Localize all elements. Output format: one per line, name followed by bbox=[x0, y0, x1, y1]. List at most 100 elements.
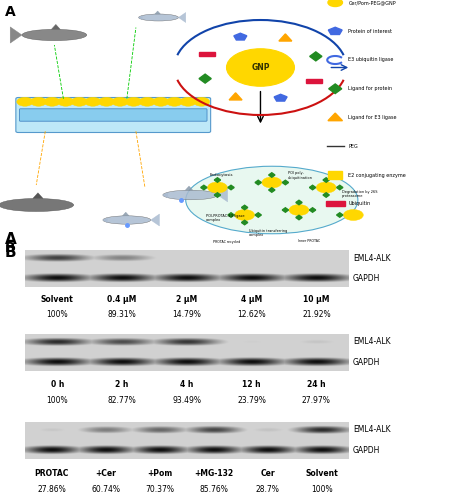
Polygon shape bbox=[328, 27, 342, 34]
Text: PROTAC recycled: PROTAC recycled bbox=[213, 240, 240, 244]
Text: POI poly-
ubiquitination: POI poly- ubiquitination bbox=[288, 171, 313, 180]
Text: 100%: 100% bbox=[47, 396, 68, 405]
Text: EML4-ALK: EML4-ALK bbox=[353, 425, 390, 434]
Text: 2 h: 2 h bbox=[116, 380, 129, 389]
Circle shape bbox=[139, 97, 155, 106]
Polygon shape bbox=[337, 213, 343, 217]
Text: A: A bbox=[5, 232, 16, 248]
Polygon shape bbox=[214, 192, 221, 197]
Circle shape bbox=[71, 97, 87, 106]
Text: E2 conjugating enzyme: E2 conjugating enzyme bbox=[348, 172, 406, 178]
FancyBboxPatch shape bbox=[199, 52, 215, 56]
Polygon shape bbox=[81, 32, 87, 38]
Ellipse shape bbox=[0, 198, 74, 211]
Text: B: B bbox=[5, 240, 15, 254]
Text: GAPDH: GAPDH bbox=[353, 274, 380, 283]
Text: POI-PROTAC-E3 ligase
complex: POI-PROTAC-E3 ligase complex bbox=[206, 214, 245, 222]
Text: EML4-ALK: EML4-ALK bbox=[353, 337, 390, 346]
Text: GAPDH: GAPDH bbox=[353, 358, 380, 367]
Text: Ligand for protein: Ligand for protein bbox=[348, 86, 392, 91]
Circle shape bbox=[166, 97, 183, 106]
Text: +Pom: +Pom bbox=[147, 469, 173, 478]
Text: 85.76%: 85.76% bbox=[199, 486, 228, 494]
Text: 100%: 100% bbox=[311, 486, 333, 494]
Polygon shape bbox=[228, 185, 234, 190]
Text: Cer/Pom-PEG@GNP: Cer/Pom-PEG@GNP bbox=[348, 0, 396, 5]
Circle shape bbox=[98, 97, 115, 106]
Text: 89.31%: 89.31% bbox=[108, 310, 136, 320]
Text: 2 μM: 2 μM bbox=[176, 294, 198, 304]
Text: GAPDH: GAPDH bbox=[353, 446, 380, 455]
Text: Protein of interest: Protein of interest bbox=[348, 28, 392, 34]
Polygon shape bbox=[269, 173, 275, 178]
Polygon shape bbox=[178, 12, 186, 22]
Text: 10 μM: 10 μM bbox=[303, 294, 330, 304]
FancyBboxPatch shape bbox=[306, 79, 322, 84]
Circle shape bbox=[58, 97, 74, 106]
Text: Inner PROTAC: Inner PROTAC bbox=[298, 240, 320, 244]
Circle shape bbox=[30, 97, 47, 106]
Polygon shape bbox=[255, 180, 261, 184]
FancyBboxPatch shape bbox=[16, 98, 211, 132]
Polygon shape bbox=[296, 200, 302, 205]
Circle shape bbox=[17, 97, 33, 106]
Text: Ubiquitin transferring
complex: Ubiquitin transferring complex bbox=[249, 228, 287, 237]
Polygon shape bbox=[217, 188, 227, 202]
Polygon shape bbox=[67, 202, 73, 209]
Polygon shape bbox=[323, 178, 329, 182]
Polygon shape bbox=[234, 33, 247, 40]
Text: Ligand for E3 ligase: Ligand for E3 ligase bbox=[348, 115, 397, 120]
Polygon shape bbox=[199, 74, 211, 83]
Polygon shape bbox=[139, 16, 142, 20]
Polygon shape bbox=[214, 178, 221, 182]
Text: Endocytosis: Endocytosis bbox=[209, 174, 233, 178]
Text: 12 h: 12 h bbox=[242, 380, 261, 389]
Text: +MG-132: +MG-132 bbox=[194, 469, 233, 478]
Text: Solvent: Solvent bbox=[305, 469, 338, 478]
Text: 4 h: 4 h bbox=[180, 380, 193, 389]
Circle shape bbox=[125, 97, 142, 106]
Polygon shape bbox=[201, 185, 207, 190]
Polygon shape bbox=[323, 192, 329, 197]
Text: Solvent: Solvent bbox=[41, 294, 74, 304]
Polygon shape bbox=[309, 185, 316, 190]
Polygon shape bbox=[151, 214, 159, 226]
Polygon shape bbox=[337, 185, 343, 190]
Ellipse shape bbox=[163, 190, 217, 200]
Polygon shape bbox=[282, 180, 289, 184]
Polygon shape bbox=[269, 188, 275, 192]
Circle shape bbox=[180, 97, 196, 106]
Polygon shape bbox=[328, 113, 342, 120]
Text: E3 ubiquitin ligase: E3 ubiquitin ligase bbox=[348, 58, 394, 62]
Text: EML4-ALK: EML4-ALK bbox=[353, 254, 390, 263]
Text: GNP: GNP bbox=[251, 63, 270, 72]
FancyBboxPatch shape bbox=[328, 171, 342, 179]
Text: 27.86%: 27.86% bbox=[38, 486, 66, 494]
Polygon shape bbox=[279, 34, 292, 41]
Circle shape bbox=[226, 49, 294, 86]
Polygon shape bbox=[185, 186, 193, 190]
Text: 70.37%: 70.37% bbox=[145, 486, 174, 494]
Polygon shape bbox=[255, 213, 261, 217]
Text: 12.62%: 12.62% bbox=[237, 310, 266, 320]
Text: 93.49%: 93.49% bbox=[172, 396, 202, 405]
Polygon shape bbox=[163, 193, 168, 198]
Polygon shape bbox=[310, 52, 322, 61]
Circle shape bbox=[153, 97, 169, 106]
Text: 27.97%: 27.97% bbox=[302, 396, 331, 405]
Text: 14.79%: 14.79% bbox=[173, 310, 201, 320]
Text: 21.92%: 21.92% bbox=[302, 310, 331, 320]
Polygon shape bbox=[122, 212, 129, 216]
Ellipse shape bbox=[22, 30, 87, 40]
Polygon shape bbox=[241, 220, 248, 225]
Polygon shape bbox=[329, 84, 342, 94]
Polygon shape bbox=[33, 193, 43, 198]
Polygon shape bbox=[51, 24, 60, 29]
Text: 60.74%: 60.74% bbox=[92, 486, 120, 494]
Text: Cer: Cer bbox=[260, 469, 275, 478]
Text: 82.77%: 82.77% bbox=[108, 396, 136, 405]
Polygon shape bbox=[241, 205, 248, 210]
Circle shape bbox=[343, 210, 363, 220]
Text: 0.4 μM: 0.4 μM bbox=[107, 294, 137, 304]
Circle shape bbox=[193, 97, 210, 106]
